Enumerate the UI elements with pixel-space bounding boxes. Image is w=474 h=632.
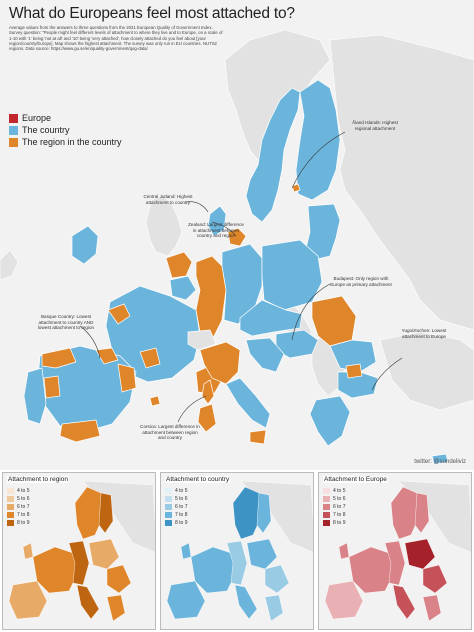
panel-legend-label: 6 to 7	[17, 504, 30, 510]
panel-legend-label: 7 to 8	[17, 512, 30, 518]
legend-swatch-region	[9, 137, 18, 147]
legend-item-europe: Europe	[9, 112, 122, 124]
map-subtitle: Average values from the answers to three…	[9, 25, 223, 52]
panel-legend-label: 4 to 5	[175, 488, 188, 494]
panel-legend-swatch	[323, 504, 330, 510]
panel-legend-item: 8 to 9	[165, 519, 188, 527]
legend-label-country: The country	[22, 125, 70, 135]
panel-legend-swatch	[165, 520, 172, 526]
panel-legend-swatch	[7, 520, 14, 526]
panel-legend-label: 5 to 6	[333, 496, 346, 502]
panel-legend-item: 5 to 6	[323, 495, 346, 503]
panel-europe-attachment: Attachment to Europe 4 to 5 5 to 6 6 to …	[318, 472, 472, 630]
panel-legend-swatch	[7, 496, 14, 502]
panel-legend-label: 4 to 5	[333, 488, 346, 494]
panel-legend-region: 4 to 5 5 to 6 6 to 7 7 to 8 8 to 9	[7, 487, 30, 527]
panel-legend-label: 8 to 9	[333, 520, 346, 526]
panel-legend-label: 6 to 7	[175, 504, 188, 510]
panel-legend-item: 5 to 6	[7, 495, 30, 503]
panel-legend-item: 6 to 7	[323, 503, 346, 511]
main-map: What do Europeans feel most attached to?…	[0, 0, 474, 470]
panel-legend-swatch	[7, 512, 14, 518]
annotation-central-jutland: Central Jutland: Highest attachment to c…	[143, 194, 193, 205]
legend-item-country: The country	[9, 124, 122, 136]
annotation-zealand: Zealand: Largest difference in attachmen…	[188, 222, 244, 239]
panel-legend-europe: 4 to 5 5 to 6 6 to 7 7 to 8 8 to 9	[323, 487, 346, 527]
panel-title-europe: Attachment to Europe	[323, 476, 388, 483]
legend-label-europe: Europe	[22, 113, 52, 123]
legend-swatch-country	[9, 125, 18, 135]
panel-legend-label: 6 to 7	[333, 504, 346, 510]
panel-country-attachment: Attachment to country 4 to 5 5 to 6 6 to…	[160, 472, 314, 630]
panel-legend-swatch	[165, 512, 172, 518]
panel-legend-country: 4 to 5 5 to 6 6 to 7 7 to 8 8 to 9	[165, 487, 188, 527]
annotation-corsica: Corsica: Largest difference in attachmen…	[140, 424, 200, 441]
panel-legend-swatch	[165, 496, 172, 502]
main-legend: Europe The country The region in the cou…	[9, 112, 122, 148]
panel-legend-swatch	[165, 488, 172, 494]
annotation-basque: Basque Country: Lowest attachment to cou…	[37, 314, 95, 331]
panel-legend-swatch	[323, 520, 330, 526]
country-map-svg	[166, 480, 313, 622]
panel-legend-swatch	[323, 488, 330, 494]
panel-legend-item: 7 to 8	[323, 511, 346, 519]
panel-legend-swatch	[323, 496, 330, 502]
annotation-leaders	[79, 131, 403, 423]
panel-title-region: Attachment to region	[7, 476, 69, 483]
panel-title-country: Attachment to country	[165, 476, 231, 483]
panel-legend-item: 8 to 9	[7, 519, 30, 527]
panel-legend-label: 5 to 6	[175, 496, 188, 502]
panel-legend-label: 8 to 9	[17, 520, 30, 526]
panel-legend-label: 5 to 6	[17, 496, 30, 502]
panel-legend-item: 4 to 5	[323, 487, 346, 495]
credit-text: twitter: @sundeliviz	[414, 459, 466, 465]
annotation-aland: Åland Islands: Highest regional attachme…	[352, 120, 398, 131]
panel-legend-item: 7 to 8	[165, 511, 188, 519]
region-map-svg	[8, 480, 155, 622]
panel-legend-label: 8 to 9	[175, 520, 188, 526]
panel-legend-label: 7 to 8	[175, 512, 188, 518]
panel-legend-swatch	[7, 488, 14, 494]
europe-attachment-map-svg	[324, 480, 471, 622]
panel-legend-item: 4 to 5	[7, 487, 30, 495]
panel-legend-item: 5 to 6	[165, 495, 188, 503]
annotation-budapest: Budapest: Only region with Europe as pri…	[330, 276, 392, 287]
europe-map-svg	[0, 29, 474, 465]
panel-legend-item: 4 to 5	[165, 487, 188, 495]
panel-legend-item: 8 to 9	[323, 519, 346, 527]
panel-legend-item: 7 to 8	[7, 511, 30, 519]
panel-legend-swatch	[165, 504, 172, 510]
panel-legend-item: 6 to 7	[165, 503, 188, 511]
legend-label-region: The region in the country	[22, 137, 122, 147]
panel-legend-item: 6 to 7	[7, 503, 30, 511]
legend-item-region: The region in the country	[9, 136, 122, 148]
panel-legend-label: 4 to 5	[17, 488, 30, 494]
annotation-yugoiztochen: Yugoiztochen: Lowest attachment to Europ…	[401, 328, 447, 339]
eu-regions	[23, 79, 449, 465]
panel-legend-swatch	[7, 504, 14, 510]
legend-swatch-europe	[9, 113, 18, 123]
map-title: What do Europeans feel most attached to?	[9, 5, 295, 22]
panel-region-attachment: Attachment to region 4 to 5 5 to 6 6 to …	[2, 472, 156, 630]
panel-legend-label: 7 to 8	[333, 512, 346, 518]
panel-legend-swatch	[323, 512, 330, 518]
